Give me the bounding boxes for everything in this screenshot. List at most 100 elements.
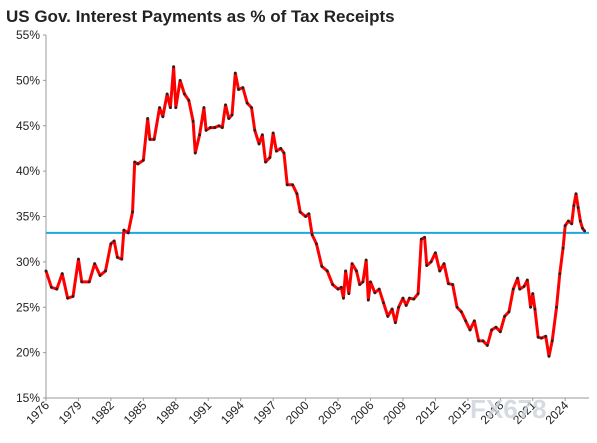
x-tick-label: 1988 (153, 398, 182, 427)
point (373, 291, 377, 295)
point (522, 284, 526, 288)
point (204, 128, 208, 132)
point (152, 137, 156, 141)
point (412, 297, 416, 301)
point (507, 310, 511, 314)
point (498, 330, 502, 334)
point (361, 280, 365, 284)
point (472, 319, 476, 323)
point (518, 287, 522, 291)
point (183, 92, 186, 96)
point (60, 272, 64, 276)
point (146, 117, 150, 120)
point (120, 257, 124, 261)
point (304, 215, 308, 218)
point (71, 294, 75, 298)
point (227, 117, 231, 120)
point (109, 242, 113, 246)
point (285, 183, 289, 187)
point (264, 160, 267, 164)
point (224, 103, 227, 107)
point (279, 147, 283, 150)
point (355, 269, 358, 273)
point (291, 183, 295, 187)
point (531, 292, 535, 296)
point (494, 325, 498, 329)
point (260, 133, 264, 137)
point (104, 269, 107, 273)
x-tick-label: 1994 (218, 398, 247, 427)
point (382, 301, 385, 305)
point (390, 307, 394, 311)
point (377, 287, 381, 291)
point (438, 269, 442, 273)
point (533, 307, 537, 311)
chart-title: US Gov. Interest Payments as % of Tax Re… (6, 7, 395, 26)
point (336, 287, 340, 291)
point (282, 151, 286, 155)
x-tick-label: 1979 (56, 398, 85, 427)
point (257, 142, 261, 146)
point (386, 314, 390, 318)
watermark: FX678 (470, 394, 547, 424)
point (315, 242, 318, 246)
point (540, 336, 543, 340)
point (253, 128, 257, 132)
point (485, 343, 489, 347)
point (459, 310, 463, 314)
x-tick-label: 1982 (88, 398, 117, 427)
x-tick-label: 1997 (250, 398, 279, 427)
point (44, 269, 48, 273)
point (583, 229, 587, 233)
point (423, 235, 426, 239)
point (429, 260, 433, 264)
x-tick-label: 2000 (283, 398, 312, 427)
point (401, 296, 405, 300)
point (220, 126, 224, 129)
x-tick-label: 2024 (543, 398, 572, 427)
point (364, 258, 368, 262)
x-tick-label: 2006 (348, 398, 377, 427)
point (198, 133, 201, 137)
point (576, 206, 580, 209)
point (404, 304, 408, 307)
point (193, 151, 197, 155)
point (168, 106, 172, 109)
point (141, 158, 145, 162)
point (339, 285, 343, 289)
point (237, 88, 240, 91)
point (80, 280, 84, 284)
point (550, 339, 554, 343)
point (425, 264, 429, 267)
point (408, 296, 411, 300)
point (511, 287, 515, 291)
point (547, 354, 551, 358)
x-tick-label: 2009 (380, 398, 409, 427)
point (561, 246, 565, 250)
point (268, 156, 272, 159)
point (490, 328, 494, 332)
point (481, 339, 485, 343)
point (578, 219, 582, 223)
point (115, 255, 119, 259)
point (133, 160, 137, 164)
point (241, 86, 245, 90)
point (451, 283, 455, 286)
point (55, 287, 59, 291)
y-tick-label: 30% (16, 255, 40, 269)
point (358, 283, 362, 286)
point (325, 269, 329, 273)
x-tick-label: 2012 (413, 398, 442, 427)
point (572, 204, 576, 208)
point (230, 113, 234, 117)
point (87, 280, 91, 284)
y-tick-label: 50% (16, 73, 40, 87)
point (419, 237, 423, 241)
point (442, 262, 446, 266)
point (455, 305, 459, 309)
point (331, 283, 335, 286)
point (366, 298, 370, 302)
point (516, 276, 520, 280)
point (66, 296, 70, 300)
